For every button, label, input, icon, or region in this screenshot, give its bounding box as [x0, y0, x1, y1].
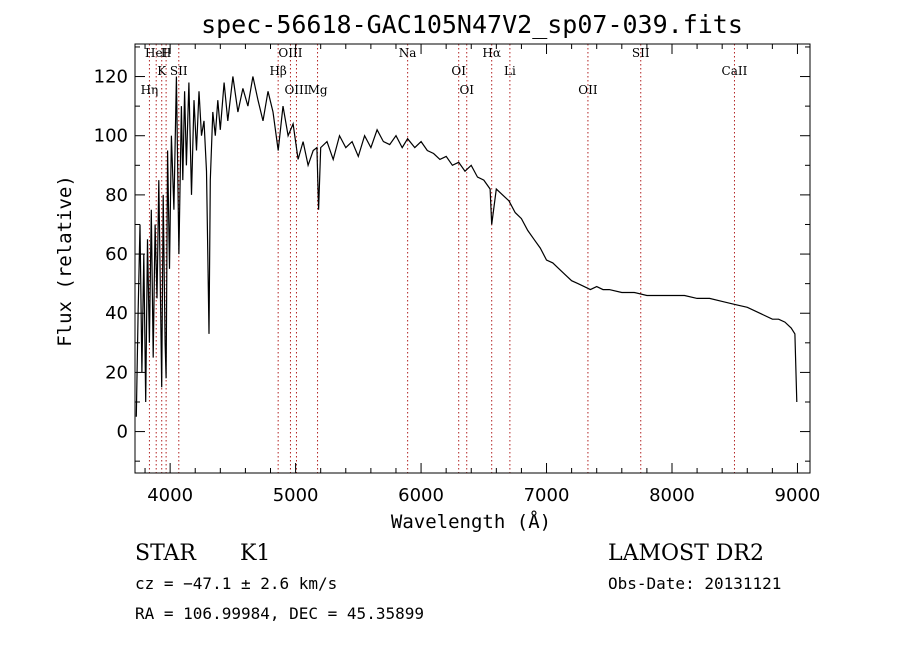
plot-frame — [134, 43, 811, 474]
line-label-5: OIII — [284, 83, 308, 97]
line-label-1: SII — [170, 64, 188, 78]
y-tick-label: 20 — [105, 362, 128, 383]
line-label-11: OI — [459, 83, 474, 97]
x-tick-label: 6000 — [398, 485, 444, 506]
line-labels: HeISIIHηHKOIIIOIIIHβMgNaOIOIHαLiOIISIICa… — [141, 46, 748, 97]
line-label-12: Hα — [482, 46, 501, 60]
line-label-4: K — [157, 64, 167, 78]
obs-date: Obs-Date: 20131121 — [608, 574, 781, 593]
line-label-15: SII — [632, 46, 650, 60]
x-axis-label: Wavelength (Å) — [391, 510, 551, 533]
line-label-8: Mg — [308, 83, 328, 97]
line-label-7: Hβ — [269, 64, 286, 78]
spectrum-line — [135, 76, 798, 417]
line-label-2: Hη — [141, 83, 159, 97]
x-tick-label: 4000 — [147, 485, 193, 506]
line-label-3: H — [161, 46, 171, 60]
y-axis-label: Flux (relative) — [54, 175, 76, 347]
y-tick-label: 0 — [117, 422, 128, 443]
object-class: STAR — [135, 541, 197, 566]
line-label-10: OI — [451, 64, 466, 78]
y-tick-label: 100 — [94, 126, 128, 147]
x-tick-label: 7000 — [524, 485, 570, 506]
y-tick-label: 80 — [105, 185, 128, 206]
x-tick-label: 5000 — [273, 485, 319, 506]
coordinates: RA = 106.99984, DEC = 45.35899 — [135, 604, 424, 623]
cz-value: cz = −47.1 ± 2.6 km/s — [135, 574, 337, 593]
line-label-9: Na — [399, 46, 417, 60]
line-label-13: Li — [504, 64, 516, 78]
y-tick-label: 60 — [105, 244, 128, 265]
line-label-16: CaII — [722, 64, 748, 78]
x-tick-label: 8000 — [649, 485, 695, 506]
axis-ticks: 4000 5000 6000 7000 8000 9000 0 20 40 60 80 100 120 — [94, 44, 821, 506]
x-tick-label: 9000 — [775, 485, 821, 506]
line-label-0: HeI — [145, 46, 168, 60]
object-subclass: K1 — [240, 541, 270, 566]
y-tick-label: 40 — [105, 303, 128, 324]
line-label-6: OIII — [278, 46, 302, 60]
survey-name: LAMOST DR2 — [608, 541, 764, 566]
line-label-14: OII — [578, 83, 598, 97]
y-tick-label: 120 — [94, 67, 128, 88]
emission-line-markers — [148, 44, 735, 473]
chart-title: spec-56618-GAC105N47V2_sp07-039.fits — [201, 10, 743, 39]
